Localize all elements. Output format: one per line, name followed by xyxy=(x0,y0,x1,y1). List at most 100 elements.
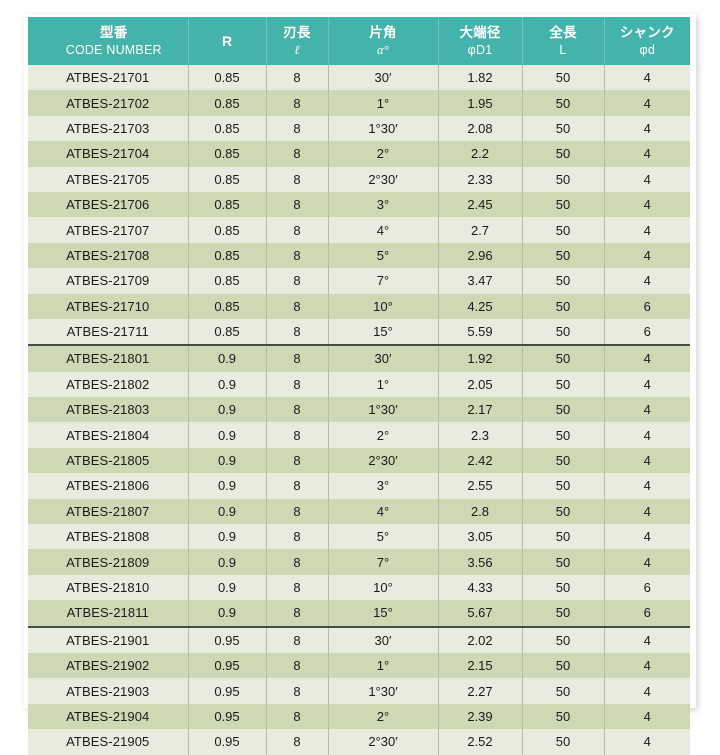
cell-code: ATBES-21905 xyxy=(28,729,189,755)
cell-l: 8 xyxy=(266,703,329,730)
table-row[interactable]: ATBES-21807 0.9 8 4° 2.8 50 4 xyxy=(28,498,690,525)
cell-r: 0.95 xyxy=(188,703,267,730)
cell-len: 50 xyxy=(522,268,605,294)
table-row[interactable]: ATBES-21708 0.85 8 5° 2.96 50 4 xyxy=(28,242,690,269)
cell-l: 8 xyxy=(266,268,329,294)
cell-d1: 2.05 xyxy=(438,371,523,398)
cell-l: 8 xyxy=(266,115,329,142)
cell-l: 8 xyxy=(266,90,329,116)
cell-code: ATBES-21805 xyxy=(28,447,189,474)
table-row[interactable]: ATBES-21710 0.85 8 10° 4.25 50 6 xyxy=(28,293,690,319)
table-row[interactable]: ATBES-21810 0.9 8 10° 4.33 50 6 xyxy=(28,574,690,601)
cell-code: ATBES-21810 xyxy=(28,574,189,601)
cell-r: 0.85 xyxy=(188,217,267,243)
cell-shank: 6 xyxy=(604,293,690,319)
cell-alpha: 2°30′ xyxy=(328,166,439,192)
cell-l: 8 xyxy=(266,141,329,167)
cell-shank: 6 xyxy=(604,318,690,346)
cell-alpha: 1°30′ xyxy=(328,397,439,423)
table-row[interactable]: ATBES-21802 0.9 8 1° 2.05 50 4 xyxy=(28,371,690,398)
cell-code: ATBES-21904 xyxy=(28,703,189,730)
cell-d1: 2.7 xyxy=(438,217,523,243)
cell-d1: 2.17 xyxy=(438,397,523,423)
cell-len: 50 xyxy=(522,498,605,525)
cell-alpha: 2° xyxy=(328,422,439,448)
cell-len: 50 xyxy=(522,90,605,116)
cell-r: 0.85 xyxy=(188,141,267,167)
cell-shank: 4 xyxy=(604,268,690,294)
table-row[interactable]: ATBES-21709 0.85 8 7° 3.47 50 4 xyxy=(28,268,690,294)
table-row[interactable]: ATBES-21702 0.85 8 1° 1.95 50 4 xyxy=(28,90,690,116)
cell-r: 0.95 xyxy=(188,678,267,704)
cell-l: 8 xyxy=(266,600,329,627)
table-row[interactable]: ATBES-21902 0.95 8 1° 2.15 50 4 xyxy=(28,652,690,679)
table-row[interactable]: ATBES-21805 0.9 8 2°30′ 2.42 50 4 xyxy=(28,447,690,474)
cell-alpha: 4° xyxy=(328,498,439,525)
table-row[interactable]: ATBES-21711 0.85 8 15° 5.59 50 6 xyxy=(28,318,690,346)
cell-len: 50 xyxy=(522,371,605,398)
cell-len: 50 xyxy=(522,625,605,653)
cell-l: 8 xyxy=(266,293,329,319)
page-canvas: 型番 CODE NUMBER R 刃長 ℓ 片角 α° xyxy=(28,17,690,755)
cell-alpha: 10° xyxy=(328,574,439,601)
table-row[interactable]: ATBES-21804 0.9 8 2° 2.3 50 4 xyxy=(28,422,690,448)
cell-code: ATBES-21702 xyxy=(28,90,189,116)
cell-alpha: 2° xyxy=(328,141,439,167)
table-row[interactable]: ATBES-21905 0.95 8 2°30′ 2.52 50 4 xyxy=(28,729,690,755)
table-row[interactable]: ATBES-21803 0.9 8 1°30′ 2.17 50 4 xyxy=(28,397,690,423)
cell-shank: 4 xyxy=(604,344,690,372)
cell-code: ATBES-21703 xyxy=(28,115,189,142)
cell-l: 8 xyxy=(266,166,329,192)
cell-shank: 4 xyxy=(604,242,690,269)
table-row[interactable]: ATBES-21706 0.85 8 3° 2.45 50 4 xyxy=(28,191,690,218)
cell-alpha: 10° xyxy=(328,293,439,319)
cell-code: ATBES-21710 xyxy=(28,293,189,319)
col-header-r-label: R xyxy=(221,33,233,49)
table-row[interactable]: ATBES-21809 0.9 8 7° 3.56 50 4 xyxy=(28,549,690,575)
cell-code: ATBES-21903 xyxy=(28,678,189,704)
cell-code: ATBES-21802 xyxy=(28,371,189,398)
col-header-large-end-dia: 大端径 φD1 xyxy=(438,17,523,65)
cell-r: 0.85 xyxy=(188,268,267,294)
table-row[interactable]: ATBES-21701 0.85 8 30′ 1.82 50 4 xyxy=(28,65,690,91)
cell-d1: 3.05 xyxy=(438,524,523,550)
cell-alpha: 15° xyxy=(328,318,439,346)
col-header-half-angle-sym: α° xyxy=(377,42,389,57)
col-header-large-end-dia-sym: φD1 xyxy=(467,42,493,57)
cell-d1: 2.55 xyxy=(438,473,523,499)
cell-l: 8 xyxy=(266,242,329,269)
cell-len: 50 xyxy=(522,473,605,499)
table-row[interactable]: ATBES-21705 0.85 8 2°30′ 2.33 50 4 xyxy=(28,166,690,192)
cell-alpha: 1° xyxy=(328,652,439,679)
cell-code: ATBES-21709 xyxy=(28,268,189,294)
table-row[interactable]: ATBES-21903 0.95 8 1°30′ 2.27 50 4 xyxy=(28,678,690,704)
table-row[interactable]: ATBES-21811 0.9 8 15° 5.67 50 6 xyxy=(28,600,690,627)
table-row[interactable]: ATBES-21801 0.9 8 30′ 1.92 50 4 xyxy=(28,344,690,372)
col-header-overall-length: 全長 L xyxy=(522,17,605,65)
cell-code: ATBES-21811 xyxy=(28,600,189,627)
table-row[interactable]: ATBES-21707 0.85 8 4° 2.7 50 4 xyxy=(28,217,690,243)
cell-r: 0.9 xyxy=(188,498,267,525)
table-row[interactable]: ATBES-21808 0.9 8 5° 3.05 50 4 xyxy=(28,524,690,550)
col-header-flute-length-jp: 刃長 xyxy=(283,24,311,40)
cell-alpha: 15° xyxy=(328,600,439,627)
cell-len: 50 xyxy=(522,217,605,243)
cell-r: 0.9 xyxy=(188,524,267,550)
table-row[interactable]: ATBES-21901 0.95 8 30′ 2.02 50 4 xyxy=(28,625,690,653)
cell-shank: 4 xyxy=(604,498,690,525)
table-row[interactable]: ATBES-21704 0.85 8 2° 2.2 50 4 xyxy=(28,141,690,167)
col-header-large-end-dia-jp: 大端径 xyxy=(459,24,501,40)
cell-code: ATBES-21809 xyxy=(28,549,189,575)
cell-alpha: 4° xyxy=(328,217,439,243)
cell-len: 50 xyxy=(522,115,605,142)
cell-len: 50 xyxy=(522,344,605,372)
col-header-half-angle: 片角 α° xyxy=(328,17,439,65)
table-row[interactable]: ATBES-21904 0.95 8 2° 2.39 50 4 xyxy=(28,703,690,730)
cell-d1: 2.15 xyxy=(438,652,523,679)
cell-l: 8 xyxy=(266,652,329,679)
cell-shank: 4 xyxy=(604,447,690,474)
cell-code: ATBES-21808 xyxy=(28,524,189,550)
table-row[interactable]: ATBES-21806 0.9 8 3° 2.55 50 4 xyxy=(28,473,690,499)
col-header-shank-sym: φd xyxy=(639,42,655,57)
table-row[interactable]: ATBES-21703 0.85 8 1°30′ 2.08 50 4 xyxy=(28,115,690,142)
